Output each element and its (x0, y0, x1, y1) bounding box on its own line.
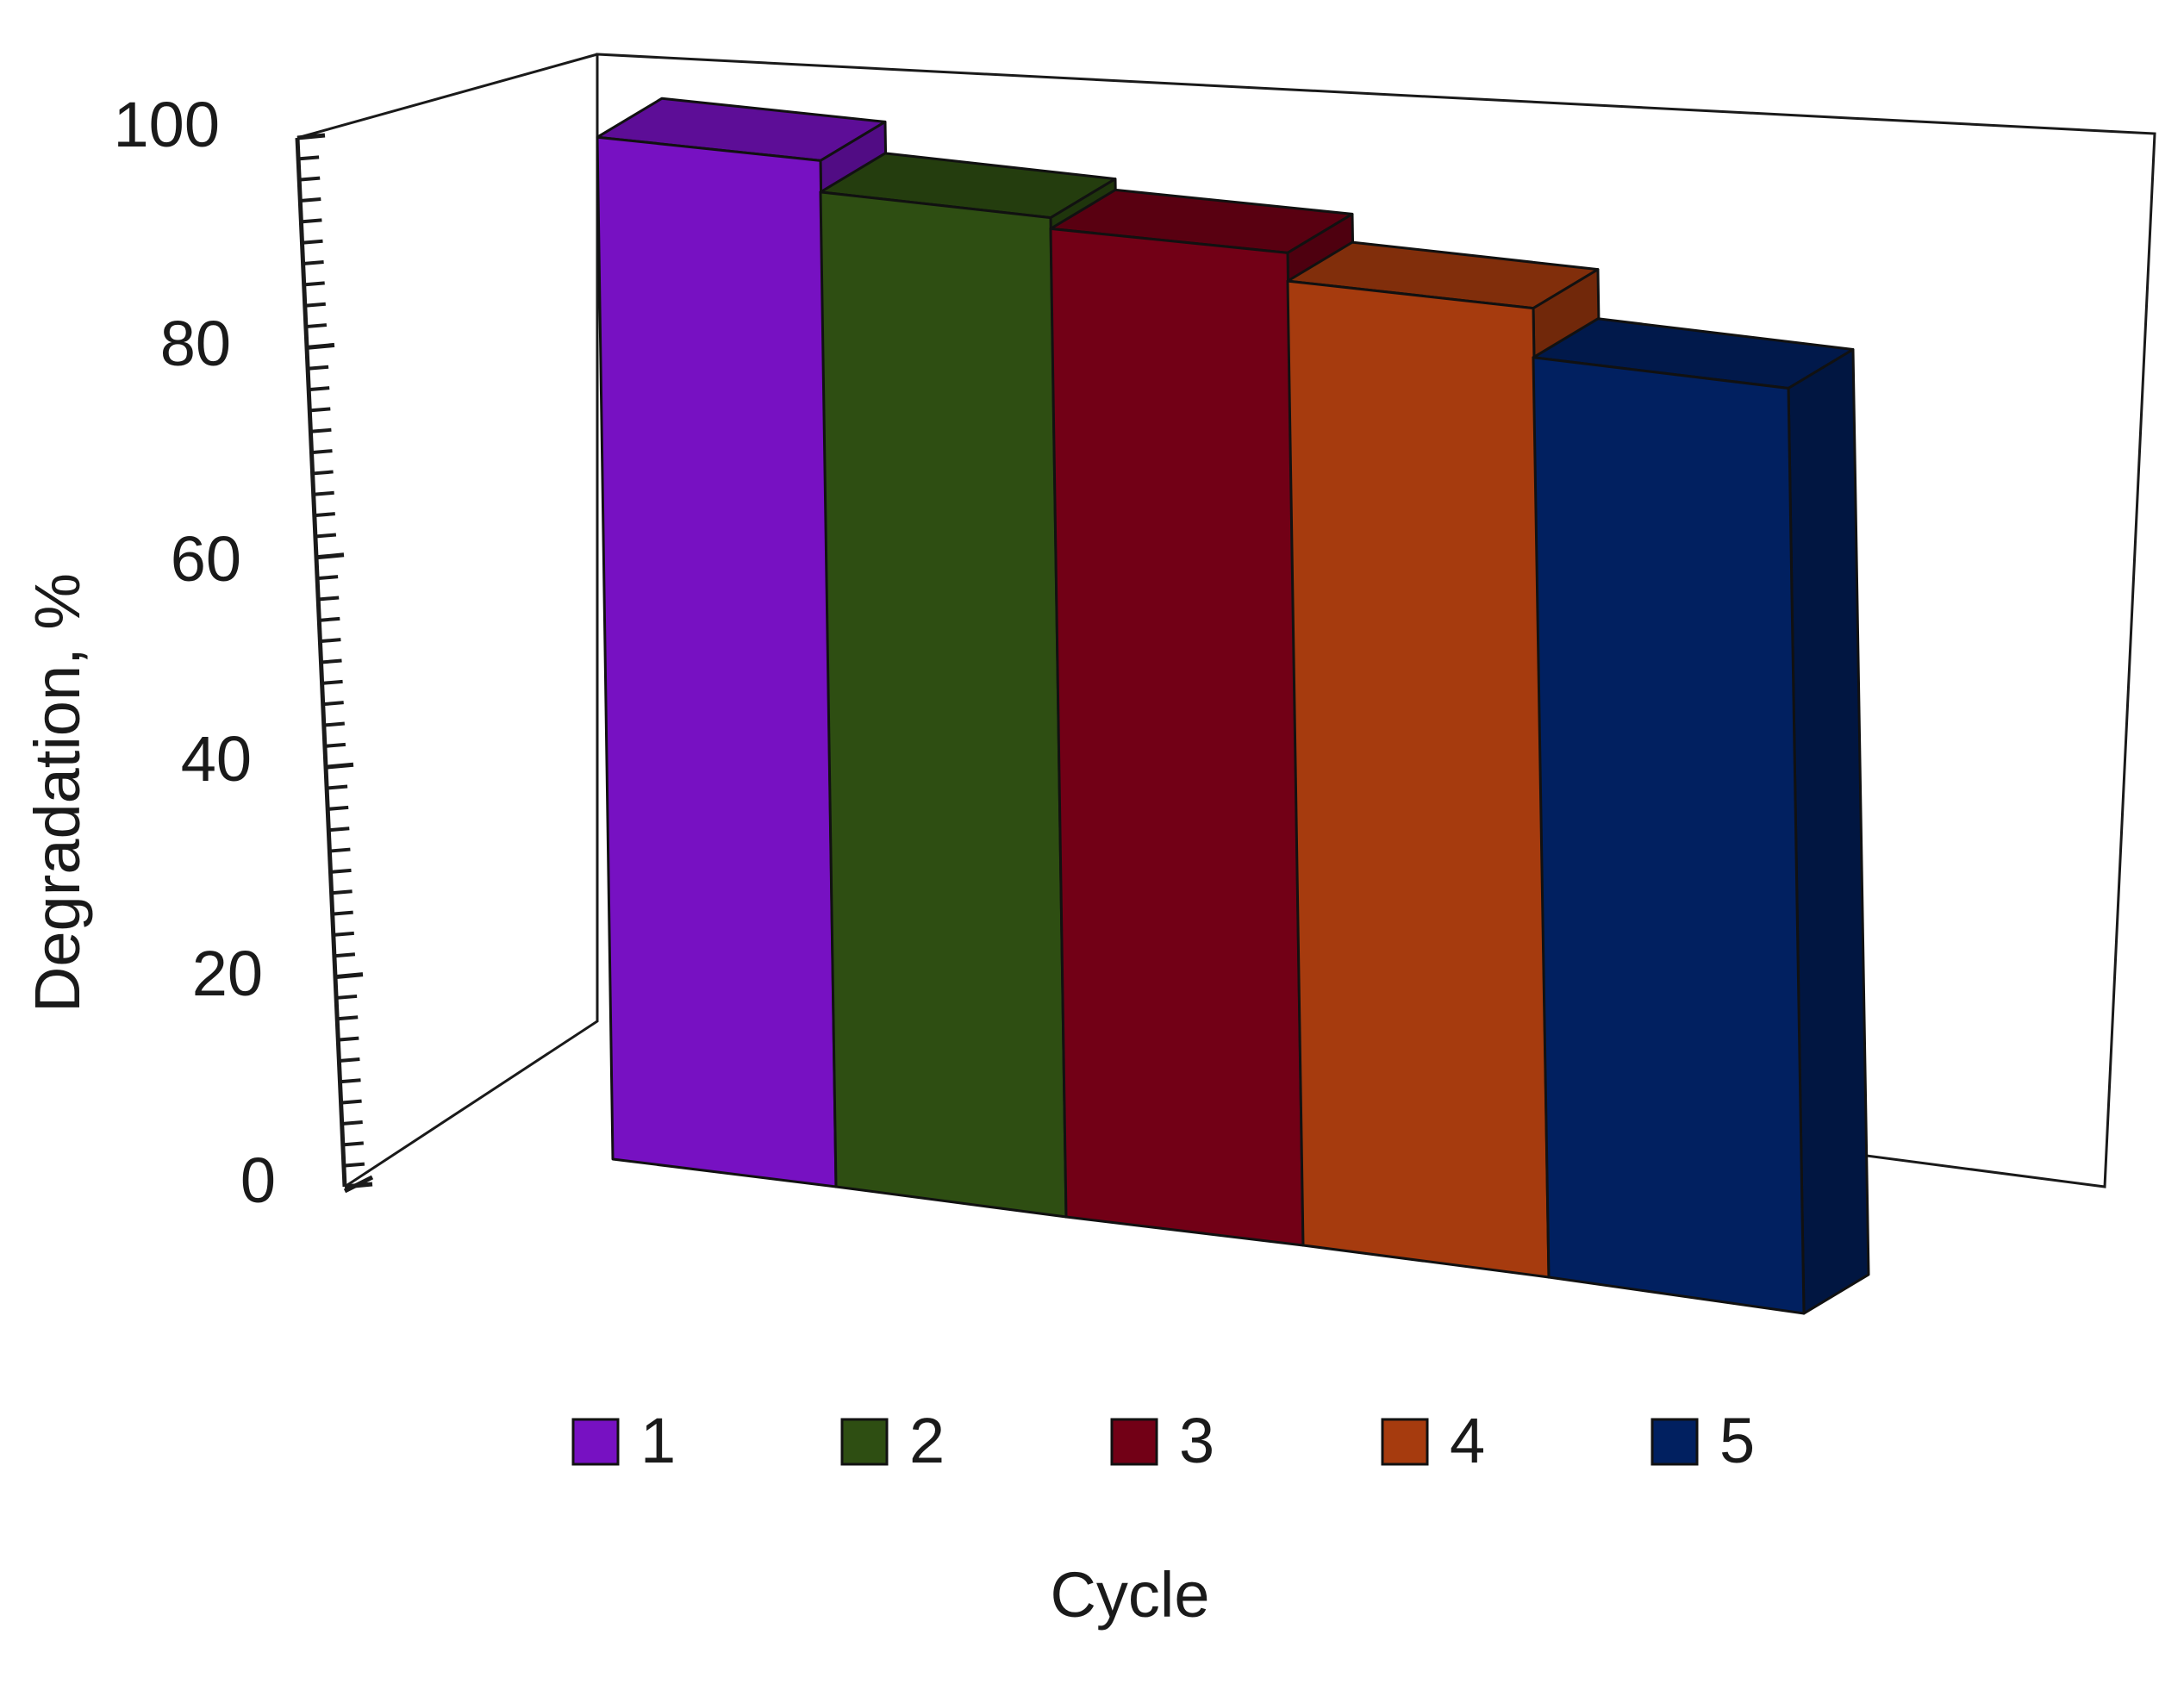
y-minor-tick (335, 994, 358, 1000)
y-minor-tick (318, 596, 340, 602)
y-minor-tick (324, 742, 346, 748)
y-minor-tick (314, 512, 335, 518)
y-minor-tick (328, 805, 349, 811)
y-minor-tick (333, 931, 354, 937)
legend-swatch (1650, 1418, 1699, 1466)
bar-front-face (1049, 227, 1305, 1247)
y-minor-tick (319, 616, 340, 622)
y-minor-tick (320, 638, 341, 644)
y-tick-label: 40 (181, 723, 252, 795)
y-minor-tick (326, 784, 348, 790)
y-minor-tick (312, 470, 334, 476)
y-tick-label: 20 (192, 938, 263, 1009)
x-axis-label: Cycle (1050, 1559, 1209, 1631)
legend-item-1: 1 (571, 1405, 676, 1476)
legend-label: 5 (1719, 1405, 1755, 1476)
y-minor-tick (330, 868, 352, 874)
chart-back-walls (296, 53, 2156, 1188)
y-minor-tick (328, 826, 350, 833)
y-minor-tick (322, 701, 344, 707)
bar-front-face (819, 190, 1068, 1219)
y-minor-tick (307, 365, 329, 371)
y-minor-tick (310, 427, 332, 433)
y-minor-tick (343, 1162, 365, 1168)
y-tick-label: 0 (240, 1144, 276, 1216)
y-minor-tick (321, 679, 343, 685)
y-minor-tick (316, 575, 339, 581)
y-minor-tick (338, 1036, 359, 1042)
y-minor-tick (309, 386, 330, 392)
legend-item-5: 5 (1650, 1405, 1755, 1476)
back-wall-outline (344, 53, 2156, 1188)
legend-label: 2 (909, 1405, 945, 1476)
legend-swatch (1110, 1418, 1158, 1466)
y-minor-tick (313, 490, 334, 496)
y-minor-tick (329, 847, 351, 853)
y-minor-tick (331, 889, 353, 895)
y-minor-tick (297, 155, 320, 161)
y-minor-tick (337, 1015, 359, 1021)
bar-front-face (1286, 279, 1551, 1279)
y-tick-label: 100 (114, 89, 220, 160)
y-major-tick (334, 972, 364, 980)
legend-label: 4 (1450, 1405, 1485, 1476)
y-minor-tick (302, 239, 323, 245)
y-minor-tick (309, 407, 331, 413)
y-axis-label: Degradation, % (22, 573, 93, 1013)
y-major-tick (344, 1182, 373, 1189)
y-tick-label: 60 (171, 523, 241, 595)
y-minor-tick (321, 658, 342, 664)
y-minor-tick (334, 952, 356, 958)
y-major-tick (306, 342, 335, 350)
y-minor-tick (303, 281, 325, 287)
y-minor-tick (342, 1141, 364, 1147)
legend-item-3: 3 (1110, 1405, 1214, 1476)
bar-front-face (596, 135, 838, 1188)
y-minor-tick (340, 1099, 362, 1105)
legend-label: 1 (640, 1405, 676, 1476)
y-minor-tick (339, 1057, 360, 1063)
y-minor-tick (323, 721, 345, 727)
y-minor-tick (315, 533, 337, 539)
y-axis: 0 20 40 60 80 100 (114, 89, 374, 1216)
legend-swatch (840, 1418, 889, 1466)
bar-series (596, 97, 1870, 1315)
y-minor-tick (303, 260, 324, 266)
y-minor-tick (299, 176, 321, 182)
legend-item-4: 4 (1381, 1405, 1485, 1476)
y-minor-tick (301, 218, 322, 224)
legend-swatch (1381, 1418, 1429, 1466)
y-minor-tick (311, 449, 333, 455)
y-minor-tick (300, 197, 321, 203)
bar-5 (1532, 317, 1870, 1315)
y-minor-tick (341, 1120, 363, 1126)
y-major-tick (315, 552, 345, 560)
y-major-tick (296, 133, 326, 140)
y-minor-tick (304, 302, 326, 308)
bar-front-face (1532, 356, 1806, 1315)
y-tick-label: 80 (160, 308, 231, 379)
y-minor-tick (340, 1078, 361, 1084)
y-minor-tick (332, 910, 353, 916)
legend-swatch (571, 1418, 620, 1466)
side-wall-top-edge (296, 53, 598, 140)
legend-label: 3 (1179, 1405, 1214, 1476)
legend-item-2: 2 (840, 1405, 945, 1476)
legend: 1 2 3 4 5 (571, 1405, 1755, 1476)
y-major-tick (325, 762, 354, 770)
y-minor-tick (305, 323, 328, 329)
